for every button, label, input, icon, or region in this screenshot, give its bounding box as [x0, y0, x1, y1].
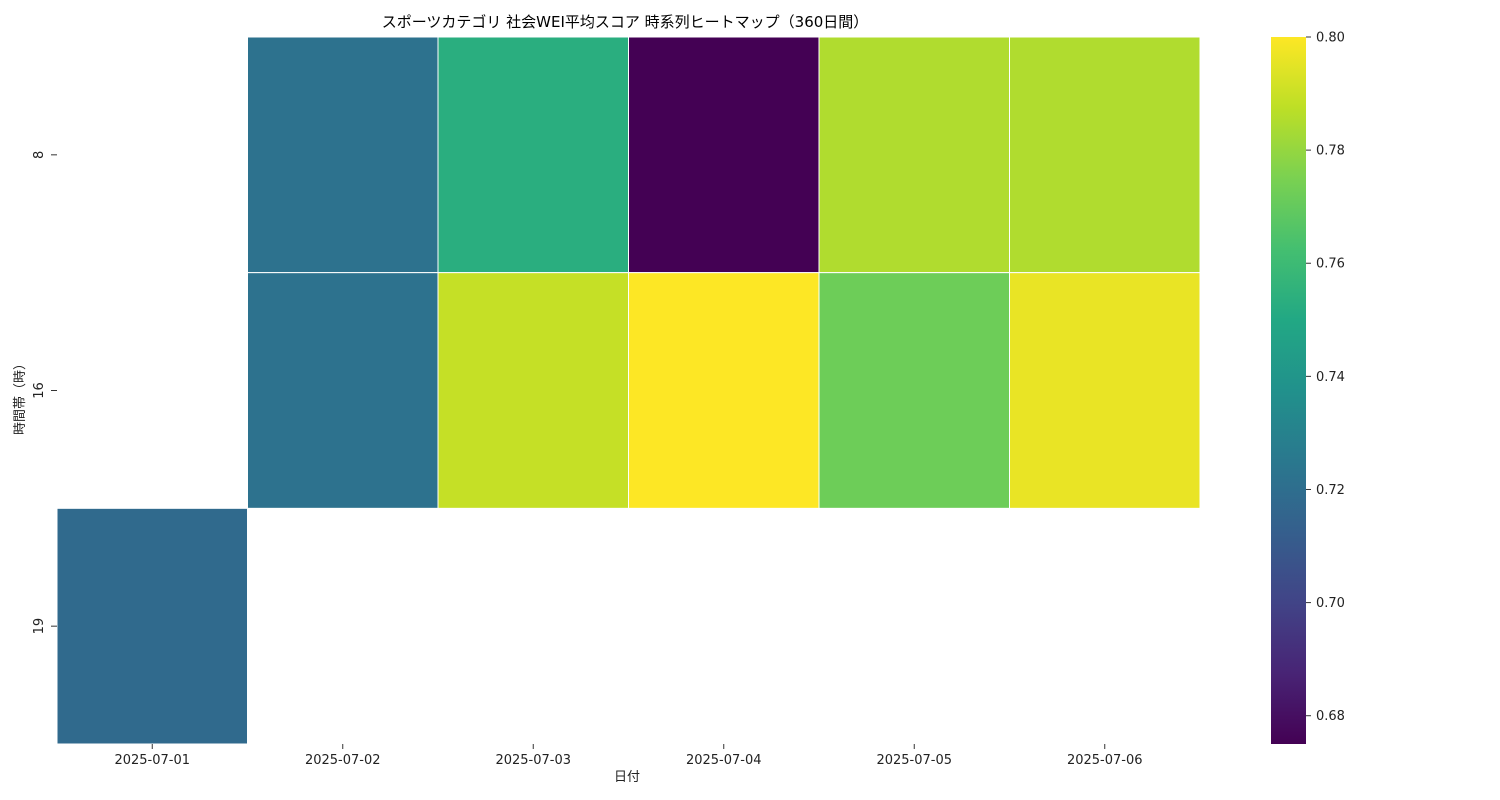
- x-axis-label: 日付: [614, 770, 640, 785]
- heatmap-cell: [437, 272, 629, 509]
- heatmap-cell: [628, 272, 820, 509]
- colorbar-tick-label: 0.70: [1316, 596, 1345, 611]
- x-tick-label: 2025-07-06: [1067, 753, 1143, 768]
- heatmap-cell: [247, 272, 439, 509]
- x-axis-ticks: 2025-07-01 2025-07-02 2025-07-03 2025-07-04…: [114, 744, 1143, 768]
- heatmap-cell: [1009, 36, 1201, 274]
- heatmap-cell: [628, 36, 820, 274]
- x-tick-label: 2025-07-05: [876, 753, 952, 768]
- x-tick-label: 2025-07-04: [686, 753, 762, 768]
- colorbar-tick-label: 0.72: [1316, 483, 1345, 498]
- chart-title: スポーツカテゴリ 社会WEI平均スコア 時系列ヒートマップ（360日間）: [382, 13, 869, 31]
- x-tick-label: 2025-07-01: [114, 753, 190, 768]
- y-axis-ticks: 8 16 19: [32, 151, 57, 635]
- colorbar-tick-label: 0.78: [1316, 144, 1345, 159]
- x-tick-label: 2025-07-03: [495, 753, 571, 768]
- heatmap-cell: [437, 36, 629, 274]
- y-axis-label: 時間帯（時）: [13, 357, 28, 435]
- x-tick-label: 2025-07-02: [305, 753, 381, 768]
- colorbar-tick-label: 0.80: [1316, 31, 1345, 46]
- heatmap-cell: [1009, 272, 1201, 509]
- heatmap-cell: [247, 36, 439, 274]
- heatmap-cells: [56, 36, 1201, 745]
- y-tick-label: 19: [32, 618, 47, 635]
- heatmap-cell: [56, 507, 248, 745]
- heatmap-cell: [818, 272, 1010, 509]
- heatmap-cell: [818, 36, 1010, 274]
- colorbar-ticks: 0.68 0.70 0.72 0.74 0.76 0.78 0.80: [1306, 31, 1345, 724]
- colorbar-tick-label: 0.76: [1316, 257, 1345, 272]
- y-tick-label: 16: [32, 382, 47, 399]
- colorbar: [1271, 37, 1306, 744]
- colorbar-tick-label: 0.74: [1316, 370, 1345, 385]
- y-tick-label: 8: [32, 151, 47, 159]
- colorbar-tick-label: 0.68: [1316, 709, 1345, 724]
